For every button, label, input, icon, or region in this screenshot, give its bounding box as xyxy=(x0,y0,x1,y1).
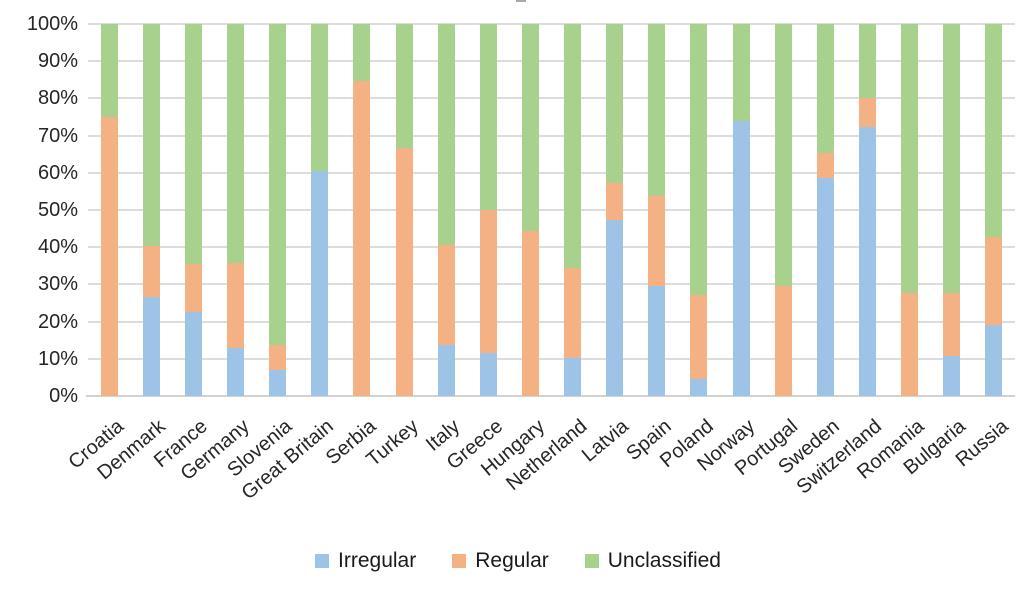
x-label-latvia: Latvia xyxy=(578,415,634,467)
y-tick-label-30: 30% xyxy=(37,273,78,296)
legend-label-regular: Regular xyxy=(475,549,549,572)
y-tick-label-50: 50% xyxy=(37,199,78,221)
italy-irregular-segment xyxy=(437,345,455,396)
germany-irregular-segment xyxy=(226,348,244,396)
portugal-regular-segment xyxy=(774,285,792,396)
y-tick-label-60: 60% xyxy=(37,161,78,184)
legend: Irregular Regular Unclassified xyxy=(0,549,1036,573)
gridline-80 xyxy=(88,97,1015,100)
slovenia-unclassified-segment xyxy=(269,24,287,346)
latvia-irregular-segment xyxy=(606,220,624,396)
croatia-regular-segment xyxy=(100,117,118,396)
legend-swatch-unclassified xyxy=(584,554,599,568)
france-regular-segment xyxy=(184,264,202,312)
poland-unclassified-segment xyxy=(690,24,708,295)
bulgaria-regular-segment xyxy=(943,293,961,356)
gridline-100 xyxy=(88,23,1015,25)
gridline-10 xyxy=(88,357,1015,360)
croatia-unclassified-segment xyxy=(100,24,118,117)
italy-unclassified-segment xyxy=(437,24,455,245)
norway-irregular-segment xyxy=(732,121,750,396)
greece-irregular-segment xyxy=(479,353,497,396)
y-tick-label-80: 80% xyxy=(37,87,78,110)
legend-label-unclassified: Unclassified xyxy=(607,549,721,572)
greece-regular-segment xyxy=(479,210,497,354)
bulgaria-irregular-segment xyxy=(943,355,961,396)
legend-item-unclassified: Unclassified xyxy=(584,549,721,573)
greece-unclassified-segment xyxy=(479,24,497,210)
switzerland-irregular-segment xyxy=(859,127,877,396)
france-irregular-segment xyxy=(184,311,202,396)
slovenia-regular-segment xyxy=(269,345,287,370)
denmark-regular-segment xyxy=(142,246,160,298)
romania-unclassified-segment xyxy=(901,24,919,294)
sweden-regular-segment xyxy=(816,153,834,178)
spain-irregular-segment xyxy=(648,285,666,396)
gridline-40 xyxy=(88,246,1015,249)
germany-unclassified-segment xyxy=(226,24,244,264)
gridline-50 xyxy=(88,209,1015,211)
great-britain-irregular-segment xyxy=(311,171,329,396)
y-tick-label-70: 70% xyxy=(37,124,78,147)
gridline-70 xyxy=(88,134,1015,137)
russia-irregular-segment xyxy=(985,324,1003,396)
germany-regular-segment xyxy=(226,263,244,349)
y-tick-label-0: 0% xyxy=(49,385,78,407)
title-artifact xyxy=(516,0,526,2)
gridline-90 xyxy=(88,60,1015,63)
norway-unclassified-segment xyxy=(732,24,750,122)
latvia-regular-segment xyxy=(606,182,624,221)
hungary-unclassified-segment xyxy=(521,24,539,231)
x-axis-line xyxy=(86,395,1015,397)
y-tick-label-20: 20% xyxy=(37,310,78,333)
serbia-unclassified-segment xyxy=(353,24,371,81)
turkey-regular-segment xyxy=(395,148,413,396)
romania-regular-segment xyxy=(901,293,919,396)
y-tick-label-90: 90% xyxy=(37,50,78,73)
netherland-regular-segment xyxy=(564,268,582,359)
spain-regular-segment xyxy=(648,195,666,286)
france-unclassified-segment xyxy=(184,24,202,265)
y-tick-label-10: 10% xyxy=(37,347,78,370)
netherland-unclassified-segment xyxy=(564,24,582,269)
gridline-20 xyxy=(88,320,1015,323)
y-tick-label-100: 100% xyxy=(26,13,78,35)
denmark-unclassified-segment xyxy=(142,24,160,247)
gridline-30 xyxy=(88,283,1015,286)
gridline-60 xyxy=(88,171,1015,174)
switzerland-regular-segment xyxy=(859,98,877,128)
bulgaria-unclassified-segment xyxy=(943,24,961,294)
legend-item-regular: Regular xyxy=(452,549,549,573)
poland-irregular-segment xyxy=(690,379,708,396)
slovenia-irregular-segment xyxy=(269,369,287,396)
spain-unclassified-segment xyxy=(648,24,666,196)
great-britain-unclassified-segment xyxy=(311,24,329,172)
denmark-irregular-segment xyxy=(142,297,160,396)
y-tick-label-40: 40% xyxy=(37,236,78,259)
legend-label-irregular: Irregular xyxy=(338,549,417,572)
netherland-irregular-segment xyxy=(564,358,582,396)
legend-swatch-irregular xyxy=(315,554,330,568)
russia-unclassified-segment xyxy=(985,24,1003,238)
serbia-regular-segment xyxy=(353,80,371,396)
portugal-unclassified-segment xyxy=(774,24,792,286)
legend-swatch-regular xyxy=(452,554,467,568)
russia-regular-segment xyxy=(985,237,1003,325)
sweden-irregular-segment xyxy=(816,177,834,396)
hungary-regular-segment xyxy=(521,230,539,396)
italy-regular-segment xyxy=(437,244,455,346)
poland-regular-segment xyxy=(690,294,708,380)
turkey-unclassified-segment xyxy=(395,24,413,149)
switzerland-unclassified-segment xyxy=(859,24,877,99)
sweden-unclassified-segment xyxy=(816,24,834,154)
legend-item-irregular: Irregular xyxy=(315,549,416,573)
latvia-unclassified-segment xyxy=(606,24,624,183)
